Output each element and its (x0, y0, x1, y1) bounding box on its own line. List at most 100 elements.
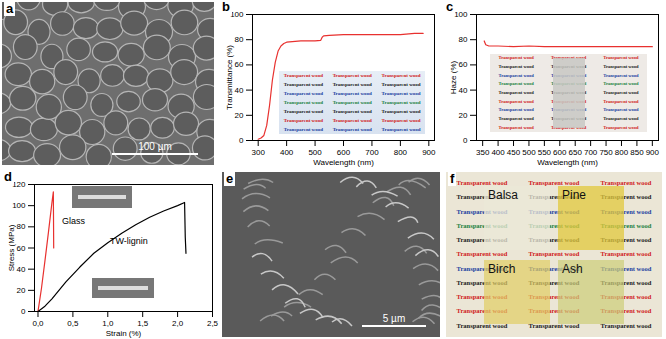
svg-text:40: 40 (17, 265, 26, 274)
svg-text:100: 100 (454, 10, 468, 19)
html-text:d: d (4, 169, 12, 184)
svg-text:60: 60 (235, 60, 244, 69)
html-text:Transparent wood: Transparent wood (528, 307, 580, 315)
html-text:Transparent wood: Transparent wood (600, 236, 652, 244)
svg-text:400: 400 (280, 148, 294, 157)
html-text:Transparent wood: Transparent wood (600, 307, 652, 315)
svg-text:600: 600 (553, 148, 567, 157)
svg-text:750: 750 (599, 148, 613, 157)
svg-text:400: 400 (491, 148, 505, 157)
svg-text:450: 450 (507, 148, 521, 157)
svg-text:80: 80 (459, 35, 468, 44)
svg-text:100: 100 (12, 201, 26, 210)
svg-text:40: 40 (459, 86, 468, 95)
html-text:Transparent wood: Transparent wood (600, 264, 652, 272)
html-text:Transparent wood: Transparent wood (456, 250, 508, 258)
svg-text:100: 100 (230, 10, 244, 19)
html-text:Transparent wood: Transparent wood (283, 72, 323, 78)
svg-text:60: 60 (459, 60, 468, 69)
html-text:Pine: Pine (562, 188, 586, 202)
svg-text:20: 20 (459, 111, 468, 120)
html-text:Transparent wood: Transparent wood (528, 236, 580, 244)
svg-text:5 µm: 5 µm (383, 313, 405, 324)
svg-text:Stress (MPa): Stress (MPa) (7, 224, 16, 271)
html-text:Transparent wood: Transparent wood (381, 72, 421, 78)
svg-text:Wavelength (nm): Wavelength (nm) (537, 158, 598, 167)
svg-text:40: 40 (235, 86, 244, 95)
svg-text:0,0: 0,0 (32, 319, 44, 328)
html-text:a: a (6, 1, 14, 16)
html-text:Transparent wood: Transparent wood (456, 307, 508, 315)
html-text:Transparent wood: Transparent wood (528, 207, 580, 215)
svg-text:500: 500 (522, 148, 536, 157)
html-text:Transparent wood: Transparent wood (528, 250, 580, 258)
html-text:e: e (226, 171, 234, 186)
html-text:Transparent wood: Transparent wood (456, 293, 508, 301)
html-text:Transparent wood: Transparent wood (600, 278, 652, 286)
html-text:Balsa: Balsa (488, 188, 518, 202)
html-text:Ash: Ash (562, 262, 583, 276)
svg-text:100 µm: 100 µm (138, 141, 172, 152)
svg-text:0: 0 (239, 136, 244, 145)
html-text:Transparent wood: Transparent wood (600, 221, 652, 229)
svg-text:1,0: 1,0 (102, 319, 114, 328)
html-text:Transparent wood: Transparent wood (528, 179, 580, 186)
html-text:Birch: Birch (488, 262, 516, 276)
html-text:Transparent wood: Transparent wood (528, 193, 580, 201)
html-text:Transparent wood: Transparent wood (600, 179, 652, 186)
html-text:Transparent wood: Transparent wood (456, 264, 508, 272)
svg-text:2,0: 2,0 (172, 319, 184, 328)
html-text:Transparent wood: Transparent wood (528, 221, 580, 229)
svg-text:Haze (%): Haze (%) (449, 60, 458, 94)
html-text:c: c (446, 0, 454, 14)
html-text:Transparent wood: Transparent wood (600, 250, 652, 258)
html-text:Transparent wood: Transparent wood (456, 278, 508, 286)
svg-text:600: 600 (337, 148, 351, 157)
svg-text:Transmittance (%): Transmittance (%) (225, 45, 234, 110)
html-text:Transparent wood: Transparent wood (283, 81, 323, 87)
svg-text:700: 700 (584, 148, 598, 157)
svg-text:80: 80 (235, 35, 244, 44)
html-text:Transparent wood: Transparent wood (528, 278, 580, 286)
svg-text:1,5: 1,5 (137, 319, 149, 328)
html-text:Transparent wood: Transparent wood (528, 293, 580, 301)
svg-text:350: 350 (476, 148, 490, 157)
html-text:Transparent wood: Transparent wood (456, 207, 508, 215)
svg-text:2,5: 2,5 (207, 319, 219, 328)
svg-text:300: 300 (252, 148, 266, 157)
svg-text:900: 900 (646, 148, 660, 157)
html-text:Transparent wood: Transparent wood (332, 72, 372, 78)
svg-text:800: 800 (615, 148, 629, 157)
svg-text:500: 500 (308, 148, 322, 157)
svg-text:800: 800 (394, 148, 408, 157)
html-text:Transparent wood: Transparent wood (456, 193, 508, 201)
svg-text:60: 60 (17, 244, 26, 253)
svg-text:120: 120 (12, 180, 26, 189)
html-text:TW-lignin: TW-lignin (110, 236, 148, 246)
html-text:Glass: Glass (62, 216, 85, 226)
svg-text:80: 80 (17, 222, 26, 231)
html-text:Transparent wood: Transparent wood (600, 207, 652, 215)
html-text:Transparent wood: Transparent wood (528, 321, 580, 329)
svg-text:850: 850 (630, 148, 644, 157)
svg-text:700: 700 (365, 148, 379, 157)
html-text:Transparent wood: Transparent wood (456, 321, 508, 329)
html-text:Transparent wood: Transparent wood (456, 236, 508, 244)
svg-text:0: 0 (463, 136, 468, 145)
svg-text:Wavelength (nm): Wavelength (nm) (313, 158, 374, 167)
svg-text:20: 20 (235, 111, 244, 120)
html-text:Transparent wood: Transparent wood (600, 193, 652, 201)
svg-text:0: 0 (21, 307, 26, 316)
svg-text:650: 650 (569, 148, 583, 157)
svg-text:900: 900 (422, 148, 436, 157)
html-text:Transparent wood: Transparent wood (456, 221, 508, 229)
svg-text:0,5: 0,5 (67, 319, 79, 328)
svg-text:20: 20 (17, 286, 26, 295)
svg-text:550: 550 (538, 148, 552, 157)
svg-text:Strain (%): Strain (%) (106, 329, 142, 338)
html-text:Transparent wood: Transparent wood (456, 179, 508, 186)
html-text:Transparent wood: Transparent wood (528, 264, 580, 272)
html-text:Transparent wood: Transparent wood (600, 293, 652, 301)
html-text:b: b (222, 0, 230, 14)
html-text:Transparent wood: Transparent wood (600, 321, 652, 329)
